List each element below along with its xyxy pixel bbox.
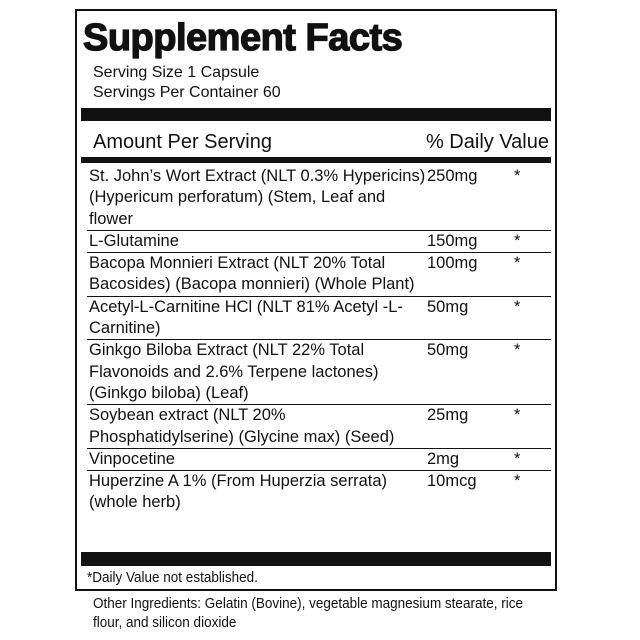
other-ingredients: Other Ingredients: Gelatin (Bovine), veg… xyxy=(93,595,523,631)
ingredient-daily-value: * xyxy=(514,254,521,273)
ingredient-amount: 50mg xyxy=(427,341,469,360)
ingredient-amount: 150mg xyxy=(427,231,478,250)
supplement-facts-panel: Supplement Facts Serving Size 1 Capsule … xyxy=(75,9,557,591)
ingredient-name: L-Glutamine xyxy=(89,231,179,250)
ingredient-amount: 2mg xyxy=(427,449,460,468)
ingredient-daily-value: * xyxy=(514,341,521,360)
footnote: *Daily Value not established. xyxy=(87,569,258,586)
column-header: Amount Per Serving % Daily Value xyxy=(93,129,549,155)
ingredient-daily-value: * xyxy=(514,472,521,491)
panel-title: Supplement Facts xyxy=(82,16,403,59)
ingredient-row: Huperzine A 1% (From Huperzia serrata) (… xyxy=(87,471,551,514)
daily-value-label: % Daily Value xyxy=(425,131,549,153)
ingredient-amount: 10mcg xyxy=(427,472,477,491)
ingredient-list: St. John’s Wort Extract (NLT 0.3% Hyperi… xyxy=(87,166,551,514)
ingredient-row: Ginkgo Biloba Extract (NLT 22% Total Fla… xyxy=(87,340,551,406)
thick-divider xyxy=(81,108,551,121)
ingredient-amount: 100mg xyxy=(427,254,478,273)
ingredient-name: Ginkgo Biloba Extract (NLT 22% Total Fla… xyxy=(89,341,379,402)
ingredient-amount: 50mg xyxy=(427,297,469,316)
ingredient-name: Acetyl-L-Carnitine HCl (NLT 81% Acetyl -… xyxy=(89,297,403,338)
ingredient-daily-value: * xyxy=(514,231,521,250)
header-divider xyxy=(81,157,551,163)
amount-per-serving-label: Amount Per Serving xyxy=(93,131,272,153)
ingredient-row: Vinpocetine 2mg * xyxy=(87,449,551,472)
ingredient-amount: 25mg xyxy=(427,406,469,425)
ingredient-name: Soybean extract (NLT 20% Phosphatidylser… xyxy=(89,406,395,446)
ingredient-daily-value: * xyxy=(514,167,521,185)
ingredient-row: Acetyl-L-Carnitine HCl (NLT 81% Acetyl -… xyxy=(87,297,551,341)
ingredient-amount: 250mg xyxy=(427,167,478,185)
serving-size: Serving Size 1 Capsule xyxy=(93,64,260,81)
servings-per-container: Servings Per Container 60 xyxy=(93,84,281,101)
ingredient-name: Huperzine A 1% (From Huperzia serrata) (… xyxy=(89,472,388,512)
ingredient-row: Soybean extract (NLT 20% Phosphatidylser… xyxy=(87,405,551,449)
ingredient-row: L-Glutamine 150mg * xyxy=(87,231,551,254)
bottom-divider xyxy=(81,552,551,566)
ingredient-name: Vinpocetine xyxy=(89,449,175,468)
serving-info: Serving Size 1 Capsule Servings Per Cont… xyxy=(93,63,281,103)
ingredient-daily-value: * xyxy=(514,449,521,468)
ingredient-daily-value: * xyxy=(514,406,521,425)
ingredient-daily-value: * xyxy=(514,297,521,316)
ingredient-row: St. John’s Wort Extract (NLT 0.3% Hyperi… xyxy=(87,166,551,231)
ingredient-name: St. John’s Wort Extract (NLT 0.3% Hyperi… xyxy=(89,167,426,228)
ingredient-row: Bacopa Monnieri Extract (NLT 20% Total B… xyxy=(87,253,551,297)
ingredient-name: Bacopa Monnieri Extract (NLT 20% Total B… xyxy=(89,254,415,294)
